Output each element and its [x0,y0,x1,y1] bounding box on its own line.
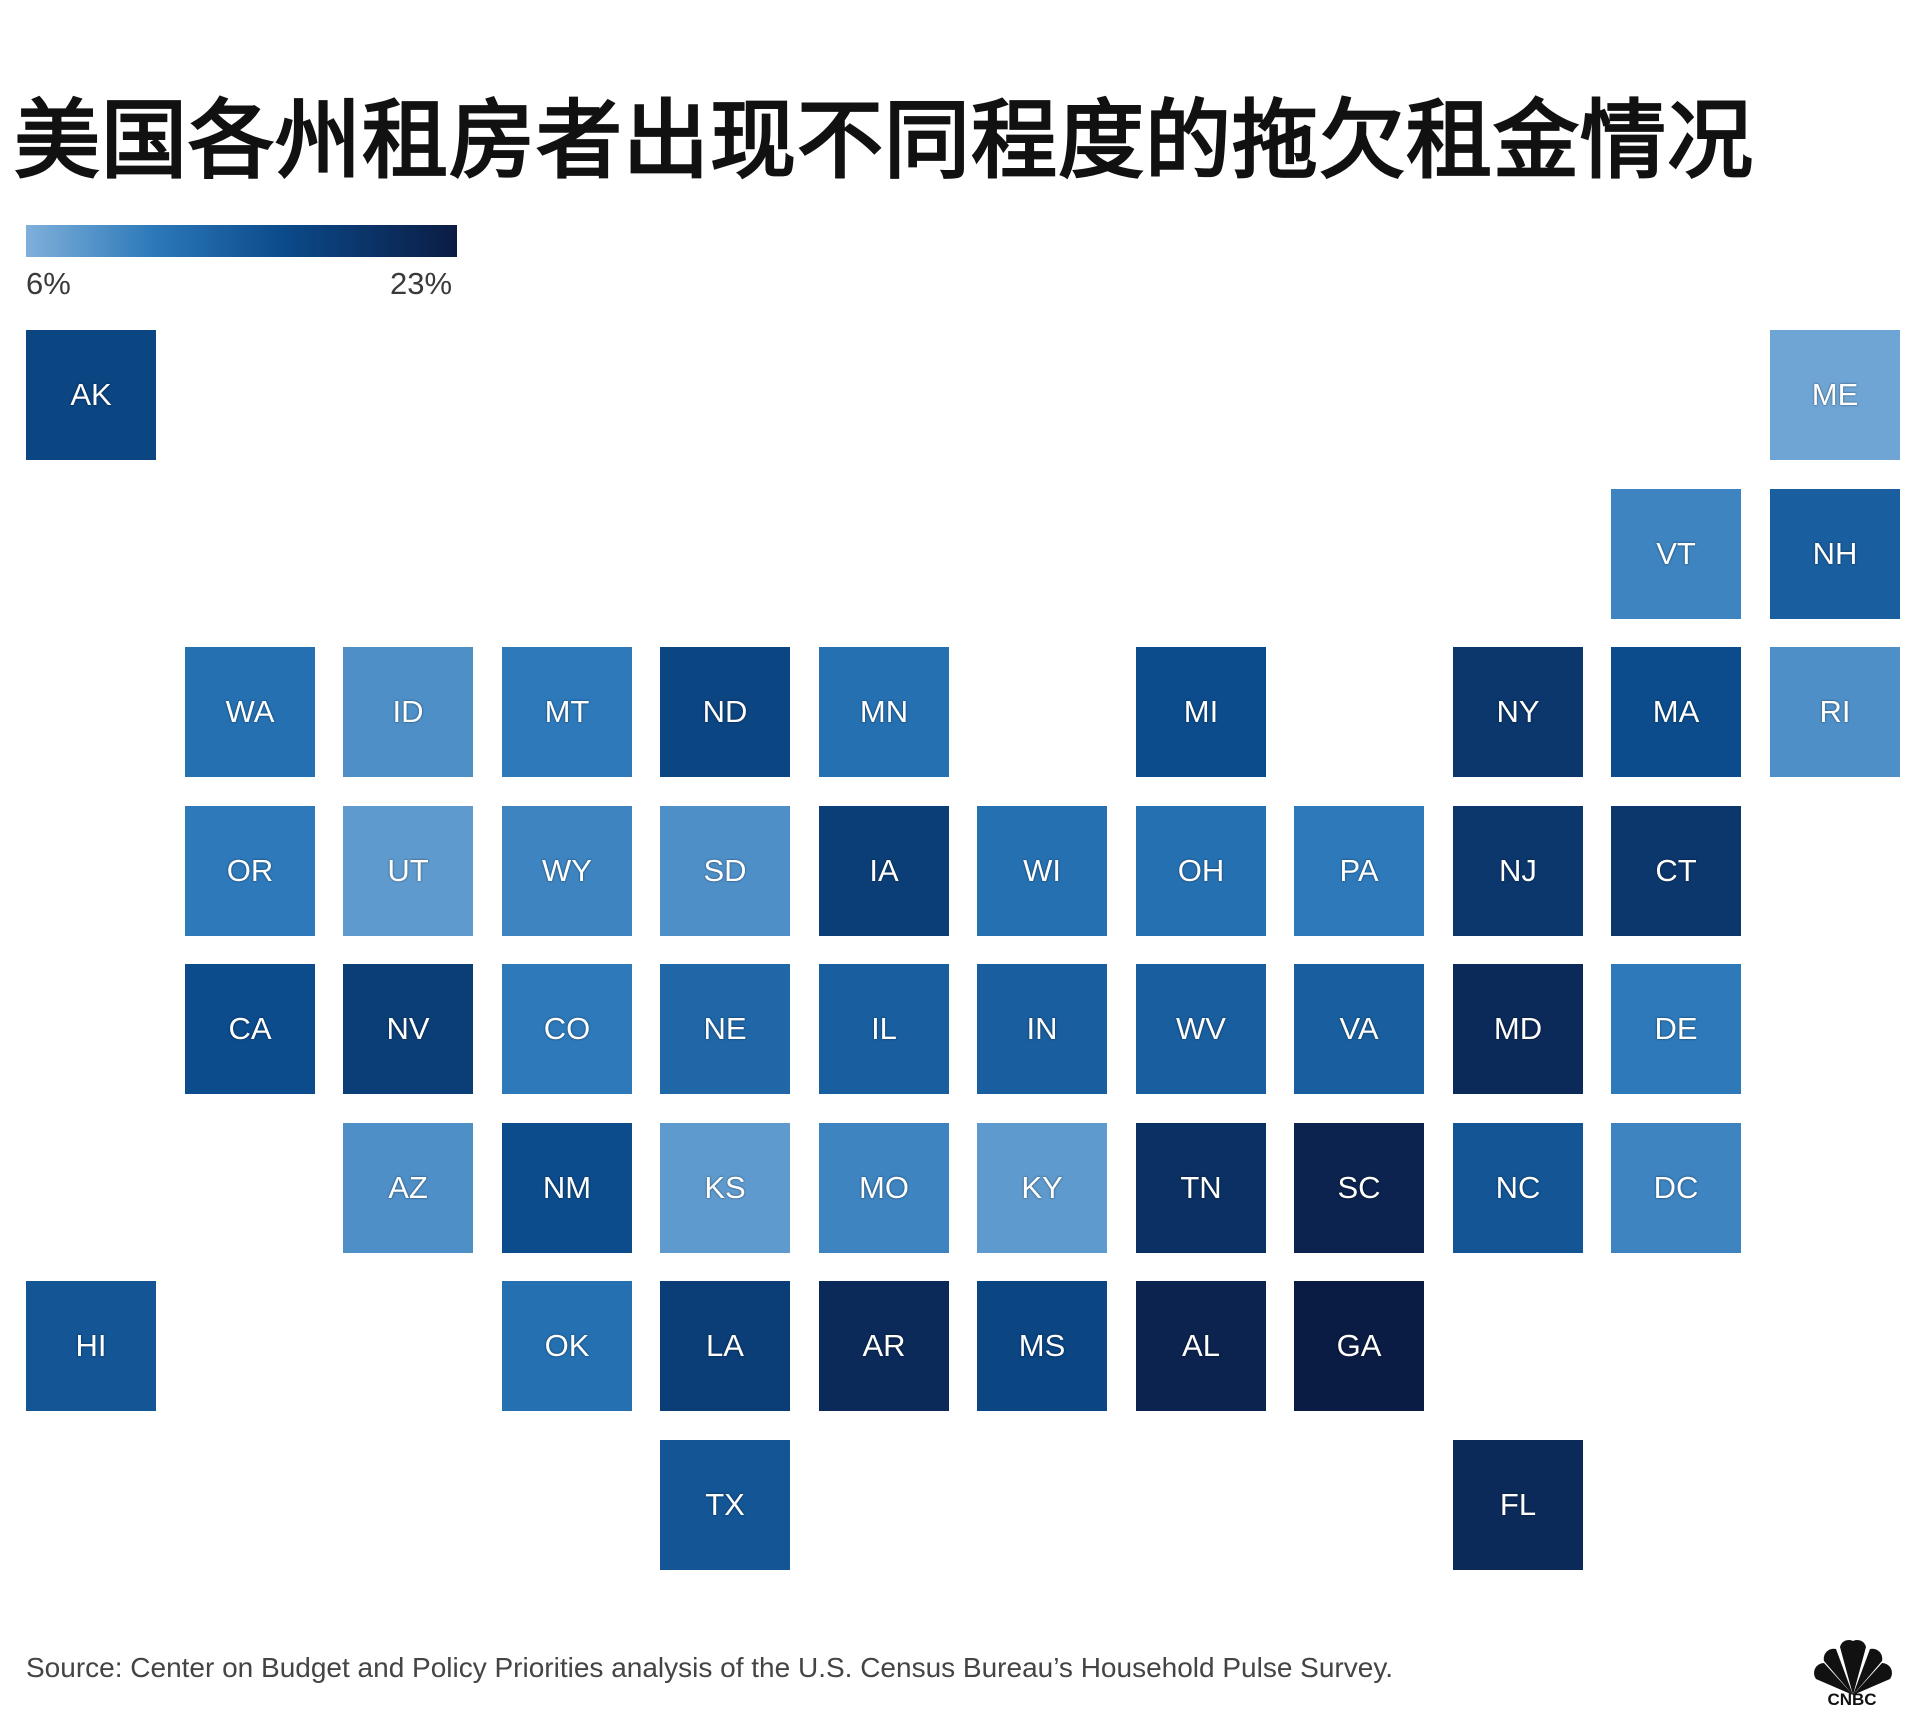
state-tile-ma: MA [1611,647,1741,777]
state-tile-ca: CA [185,964,315,1094]
state-tile-va: VA [1294,964,1424,1094]
state-tile-vt: VT [1611,489,1741,619]
state-tile-ia: IA [819,806,949,936]
state-tile-ny: NY [1453,647,1583,777]
state-tile-oh: OH [1136,806,1266,936]
state-tile-ks: KS [660,1123,790,1253]
state-tile-il: IL [819,964,949,1094]
state-tile-ky: KY [977,1123,1107,1253]
legend-max-label: 23% [390,266,453,301]
cnbc-peacock-icon [1814,1639,1892,1695]
state-tile-ga: GA [1294,1281,1424,1411]
state-tile-nj: NJ [1453,806,1583,936]
state-tile-wi: WI [977,806,1107,936]
state-tile-mo: MO [819,1123,949,1253]
state-tile-me: ME [1770,330,1900,460]
state-tile-mt: MT [502,647,632,777]
state-tile-wy: WY [502,806,632,936]
state-tile-wa: WA [185,647,315,777]
source-note: Source: Center on Budget and Policy Prio… [26,1652,1394,1683]
state-tile-tn: TN [1136,1123,1266,1253]
state-tile-wv: WV [1136,964,1266,1094]
state-tile-de: DE [1611,964,1741,1094]
legend-gradient-bar [26,225,457,257]
state-tile-ok: OK [502,1281,632,1411]
state-tile-tx: TX [660,1440,790,1570]
chart-title: 美国各州租房者出现不同程度的拖欠租金情况 [14,90,1754,191]
state-tile-mi: MI [1136,647,1266,777]
state-tile-sd: SD [660,806,790,936]
state-tile-nm: NM [502,1123,632,1253]
state-tile-ri: RI [1770,647,1900,777]
state-tile-mn: MN [819,647,949,777]
state-tile-or: OR [185,806,315,936]
state-tile-fl: FL [1453,1440,1583,1570]
state-tile-la: LA [660,1281,790,1411]
state-tile-nv: NV [343,964,473,1094]
state-tile-md: MD [1453,964,1583,1094]
state-tile-in: IN [977,964,1107,1094]
state-tile-id: ID [343,647,473,777]
state-tile-pa: PA [1294,806,1424,936]
state-tile-ar: AR [819,1281,949,1411]
state-tile-nh: NH [1770,489,1900,619]
cnbc-logo-text: CNBC [1827,1690,1877,1709]
state-tile-dc: DC [1611,1123,1741,1253]
state-tile-al: AL [1136,1281,1266,1411]
state-tile-nd: ND [660,647,790,777]
state-tile-az: AZ [343,1123,473,1253]
state-tile-ne: NE [660,964,790,1094]
state-tile-ms: MS [977,1281,1107,1411]
state-tile-sc: SC [1294,1123,1424,1253]
legend-min-label: 6% [26,266,71,301]
state-tile-hi: HI [26,1281,156,1411]
state-tile-nc: NC [1453,1123,1583,1253]
state-tile-ct: CT [1611,806,1741,936]
state-tile-ak: AK [26,330,156,460]
state-tile-ut: UT [343,806,473,936]
state-tile-co: CO [502,964,632,1094]
